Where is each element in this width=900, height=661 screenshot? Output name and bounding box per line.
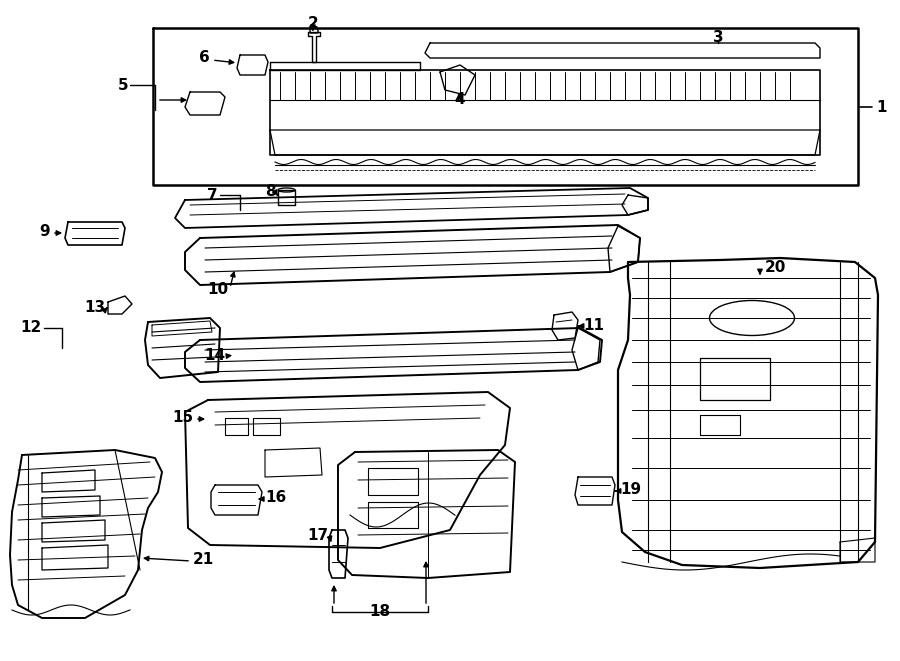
Text: 15: 15 xyxy=(172,410,193,426)
Text: 5: 5 xyxy=(117,77,128,93)
Text: 19: 19 xyxy=(620,483,641,498)
Text: 17: 17 xyxy=(307,527,328,543)
Text: 16: 16 xyxy=(265,490,286,506)
Text: 14: 14 xyxy=(204,348,225,364)
Text: 6: 6 xyxy=(199,50,210,65)
Text: 4: 4 xyxy=(454,93,465,108)
Text: 8: 8 xyxy=(266,184,276,200)
Text: 7: 7 xyxy=(207,188,218,202)
Text: 12: 12 xyxy=(21,321,42,336)
Text: 20: 20 xyxy=(764,260,786,276)
Text: 1: 1 xyxy=(876,100,886,114)
Text: 3: 3 xyxy=(713,30,724,44)
Text: 9: 9 xyxy=(40,225,50,239)
Text: 13: 13 xyxy=(84,301,105,315)
Text: 2: 2 xyxy=(308,17,319,32)
Text: 10: 10 xyxy=(207,282,228,297)
Text: 11: 11 xyxy=(583,317,604,332)
Text: 18: 18 xyxy=(369,605,391,619)
Text: 21: 21 xyxy=(193,553,214,568)
